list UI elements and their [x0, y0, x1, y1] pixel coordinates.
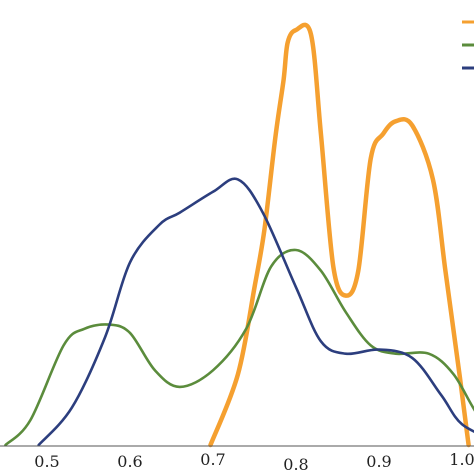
plot-area [4, 22, 474, 448]
x-tick-label: 0.7 [200, 450, 225, 469]
x-tick-label: 0.6 [117, 452, 142, 471]
x-tick-label: 0.8 [283, 455, 308, 474]
series-line-green [4, 248, 474, 447]
legend [462, 20, 474, 70]
x-axis: 0.5 0.6 0.7 0.8 0.9 1.0 [0, 445, 474, 474]
series-line-blue [37, 177, 474, 447]
series-line-orange [208, 22, 471, 448]
x-tick-label: 0.5 [34, 452, 59, 471]
x-tick-label: 1.0 [449, 450, 474, 469]
x-tick-label: 0.9 [366, 452, 391, 471]
